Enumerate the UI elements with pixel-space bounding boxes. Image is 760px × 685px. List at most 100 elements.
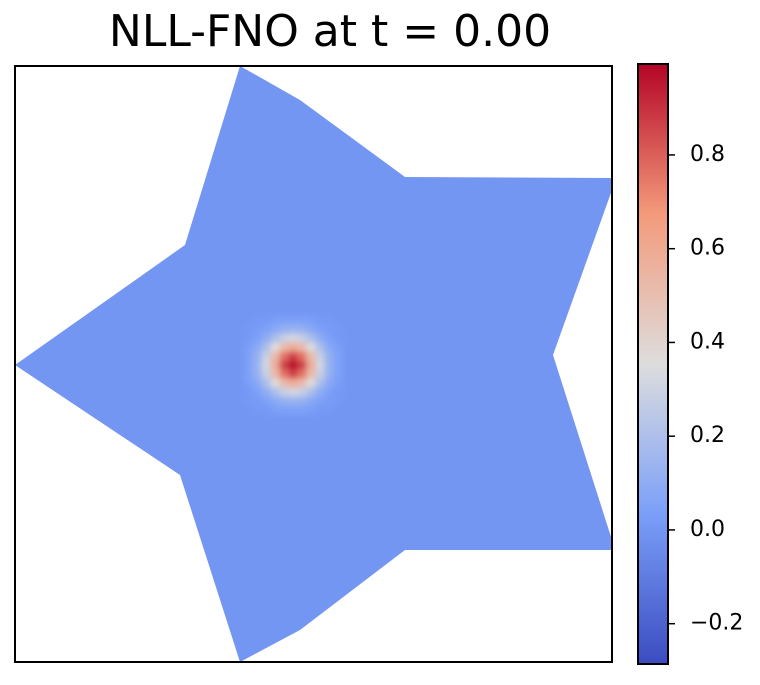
cell: [333, 360, 343, 370]
cell: [252, 360, 262, 370]
cell: [243, 342, 253, 352]
cell: [306, 360, 316, 370]
cell: [261, 351, 271, 361]
cell: [270, 396, 280, 406]
cell: [315, 387, 325, 397]
cell: [324, 405, 334, 415]
cell: [270, 342, 280, 352]
cell: [306, 369, 316, 379]
cell: [333, 333, 343, 343]
cell: [306, 333, 316, 343]
plot-frame: [14, 65, 613, 663]
cell: [306, 342, 316, 352]
cell: [243, 405, 253, 415]
cell: [333, 315, 343, 325]
cell: [315, 378, 325, 388]
colorbar-tick-label: 0.6: [690, 236, 725, 261]
cell: [252, 405, 262, 415]
cell: [297, 360, 307, 370]
cell: [279, 396, 289, 406]
cell: [279, 405, 289, 415]
colorbar-tick-label: 0.2: [690, 423, 725, 448]
cell: [297, 342, 307, 352]
cell: [297, 351, 307, 361]
cell: [270, 333, 280, 343]
cell: [279, 378, 289, 388]
cell: [252, 324, 262, 334]
cell: [279, 360, 289, 370]
cell: [279, 324, 289, 334]
cell: [261, 387, 271, 397]
cell: [279, 387, 289, 397]
cell: [270, 369, 280, 379]
cell: [324, 324, 334, 334]
cell: [243, 324, 253, 334]
cell: [261, 369, 271, 379]
cell: [315, 315, 325, 325]
cell: [324, 387, 334, 397]
cell: [261, 342, 271, 352]
cell: [324, 396, 334, 406]
cell: [297, 315, 307, 325]
cell: [315, 333, 325, 343]
cell: [306, 324, 316, 334]
cell: [297, 333, 307, 343]
peak-patch: [243, 315, 343, 415]
colorbar-tick-label: −0.2: [690, 611, 743, 636]
cell: [288, 387, 298, 397]
cell: [288, 351, 298, 361]
cell: [243, 315, 253, 325]
cell: [324, 342, 334, 352]
cell: [270, 324, 280, 334]
cell: [297, 378, 307, 388]
colorbar-tick-label: 0.8: [690, 142, 725, 167]
cell: [243, 387, 253, 397]
cell: [324, 360, 334, 370]
cell: [324, 369, 334, 379]
cell: [306, 315, 316, 325]
cell: [288, 315, 298, 325]
cell: [333, 351, 343, 361]
chart-title: NLL-FNO at t = 0.00: [109, 6, 551, 57]
cell: [252, 369, 262, 379]
cell: [270, 387, 280, 397]
cell: [261, 396, 271, 406]
cell: [288, 324, 298, 334]
cell: [270, 405, 280, 415]
cell: [288, 369, 298, 379]
cell: [270, 315, 280, 325]
cell: [243, 333, 253, 343]
cell: [279, 315, 289, 325]
cell: [288, 396, 298, 406]
cell: [333, 396, 343, 406]
cell: [324, 351, 334, 361]
cell: [306, 378, 316, 388]
cell: [252, 396, 262, 406]
cell: [252, 333, 262, 343]
cell: [261, 405, 271, 415]
cell: [306, 351, 316, 361]
cell: [315, 351, 325, 361]
cell: [315, 405, 325, 415]
cell: [333, 378, 343, 388]
colorbar: [637, 63, 669, 665]
cell: [306, 405, 316, 415]
cell: [261, 315, 271, 325]
cell: [315, 396, 325, 406]
cell: [324, 315, 334, 325]
cell: [261, 378, 271, 388]
cell: [333, 387, 343, 397]
cell: [252, 342, 262, 352]
colorbar-tick-label: 0.4: [690, 329, 725, 354]
cell: [324, 378, 334, 388]
cell: [306, 387, 316, 397]
cell: [243, 378, 253, 388]
cell: [270, 378, 280, 388]
cell: [243, 396, 253, 406]
cell: [279, 369, 289, 379]
cell: [288, 378, 298, 388]
cell: [333, 405, 343, 415]
cell: [279, 333, 289, 343]
cell: [324, 333, 334, 343]
